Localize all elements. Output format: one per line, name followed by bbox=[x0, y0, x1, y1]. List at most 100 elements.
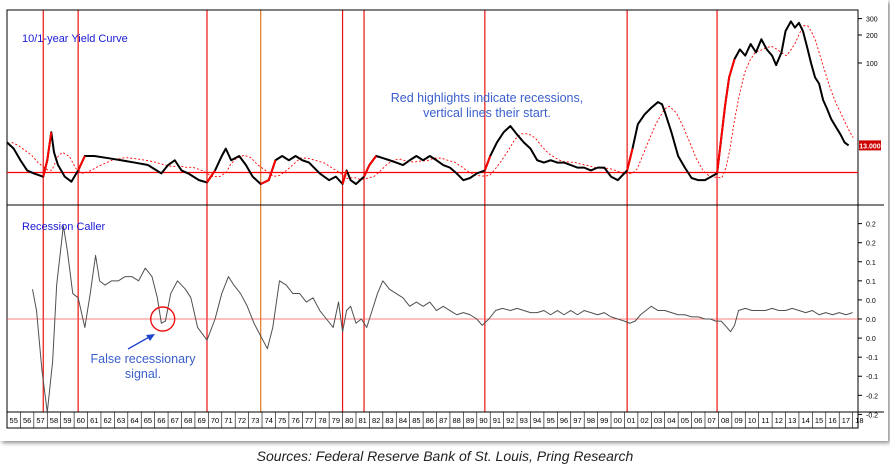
x-tick-label: 73 bbox=[251, 416, 259, 425]
x-tick-label: 06 bbox=[694, 416, 702, 425]
x-tick-label: 56 bbox=[23, 416, 31, 425]
y-tick-label: -0.2 bbox=[866, 393, 878, 400]
y-tick-label: -0.2 bbox=[866, 412, 878, 419]
x-tick-label: 82 bbox=[372, 416, 380, 425]
x-tick-label: 69 bbox=[197, 416, 205, 425]
x-tick-label: 12 bbox=[775, 416, 783, 425]
x-tick-label: 08 bbox=[721, 416, 729, 425]
recession-caller-panel-title: Recession Caller bbox=[22, 221, 106, 233]
x-tick-label: 92 bbox=[506, 416, 514, 425]
x-tick-label: 66 bbox=[157, 416, 165, 425]
recession-segment bbox=[77, 155, 86, 171]
false-signal-note: False recessionary signal. bbox=[90, 352, 196, 381]
x-tick-label: 17 bbox=[842, 416, 850, 425]
x-tick-label: 89 bbox=[466, 416, 474, 425]
false-signal-arrowhead bbox=[146, 334, 155, 341]
x-tick-label: 98 bbox=[587, 416, 595, 425]
yield-curve-line bbox=[6, 20, 850, 185]
x-tick-label: 16 bbox=[828, 416, 836, 425]
series-lines: 13.000 bbox=[6, 20, 881, 413]
yield-curve-panel-title: 10/1-year Yield Curve bbox=[22, 33, 128, 45]
x-tick-label: 94 bbox=[533, 416, 541, 425]
x-tick-label: 07 bbox=[708, 416, 716, 425]
x-tick-label: 59 bbox=[63, 416, 71, 425]
x-tick-label: 96 bbox=[560, 416, 568, 425]
x-tick-label: 86 bbox=[426, 416, 434, 425]
false-signal-circle bbox=[150, 306, 176, 332]
x-tick-label: 02 bbox=[640, 416, 648, 425]
x-tick-label: 09 bbox=[734, 416, 742, 425]
recession-segment bbox=[626, 148, 634, 171]
x-tick-label: 90 bbox=[479, 416, 487, 425]
y-tick-label: 100 bbox=[866, 61, 878, 68]
x-tick-label: 80 bbox=[345, 416, 353, 425]
x-tick-label: 04 bbox=[667, 416, 675, 425]
y-tick-label: 0.1 bbox=[866, 260, 876, 267]
x-tick-label: 61 bbox=[90, 416, 98, 425]
x-tick-label: 83 bbox=[385, 416, 393, 425]
x-tick-label: 18 bbox=[855, 416, 863, 425]
recession-start-lines bbox=[42, 10, 718, 412]
x-tick-label: 15 bbox=[815, 416, 823, 425]
y-tick-label: 0.0 bbox=[866, 317, 876, 324]
axes bbox=[6, 9, 884, 429]
y-tick-label: -0.1 bbox=[866, 374, 878, 381]
x-tick-label: 75 bbox=[278, 416, 286, 425]
y-tick-label: 0.2 bbox=[866, 241, 876, 248]
x-tick-label: 64 bbox=[130, 416, 138, 425]
x-tick-label: 55 bbox=[10, 416, 18, 425]
y-tick-label: -0.1 bbox=[866, 355, 878, 362]
x-tick-label: 65 bbox=[144, 416, 152, 425]
x-tick-label: 84 bbox=[399, 416, 407, 425]
recession-segment bbox=[341, 170, 348, 185]
x-tick-label: 99 bbox=[600, 416, 608, 425]
x-tick-label: 13 bbox=[788, 416, 796, 425]
x-tick-label: 01 bbox=[627, 416, 635, 425]
y-tick-label: 0.2 bbox=[866, 222, 876, 229]
recession-segment bbox=[42, 132, 53, 177]
x-tick-label: 78 bbox=[318, 416, 326, 425]
recession-segment bbox=[206, 169, 216, 183]
x-tick-label: 81 bbox=[359, 416, 367, 425]
x-tick-label: 11 bbox=[761, 416, 769, 425]
recession-caller-line bbox=[32, 225, 853, 413]
x-tick-label: 63 bbox=[117, 416, 125, 425]
x-tick-label: 76 bbox=[291, 416, 299, 425]
x-tick-label: 10 bbox=[748, 416, 756, 425]
x-tick-label: 58 bbox=[50, 416, 58, 425]
x-tick-label: 72 bbox=[238, 416, 246, 425]
x-tick-label: 60 bbox=[77, 416, 85, 425]
y-tick-label: 0.1 bbox=[866, 279, 876, 286]
x-tick-label: 91 bbox=[493, 416, 501, 425]
x-tick-label: 68 bbox=[184, 416, 192, 425]
annotation-marks bbox=[127, 306, 176, 350]
x-tick-label: 67 bbox=[171, 416, 179, 425]
recession-segment bbox=[716, 58, 736, 174]
recession-highlight-note: Red highlights indicate recessions, vert… bbox=[390, 91, 584, 120]
y-axis-ticks: 300 200 100 0.2 0.2 0.1 0.1 0.0 0.0 0.0 -0.1 -0.1 -0… bbox=[858, 17, 878, 419]
recession-segment bbox=[260, 159, 277, 185]
recession-segment bbox=[483, 155, 492, 171]
x-tick-label: 74 bbox=[265, 416, 273, 425]
x-tick-label: 05 bbox=[681, 416, 689, 425]
x-tick-label: 62 bbox=[103, 416, 111, 425]
x-tick-label: 79 bbox=[332, 416, 340, 425]
x-tick-label: 14 bbox=[801, 416, 809, 425]
last-value-label: 13.000 bbox=[859, 143, 881, 150]
x-tick-label: 70 bbox=[211, 416, 219, 425]
y-tick-label: 0.0 bbox=[866, 298, 876, 305]
x-axis-ticks: 55 56 57 58 59 60 61 62 63 64 65 66 67 68 69 70 71 72 73 74… bbox=[6, 412, 864, 428]
x-tick-label: 95 bbox=[546, 416, 554, 425]
source-caption: Sources: Federal Reserve Bank of St. Lou… bbox=[256, 448, 634, 464]
x-tick-label: 88 bbox=[452, 416, 460, 425]
x-tick-label: 00 bbox=[614, 416, 622, 425]
chart-frame bbox=[0, 0, 888, 441]
last-value-box bbox=[859, 140, 881, 151]
x-tick-label: 03 bbox=[654, 416, 662, 425]
y-tick-label: 0.0 bbox=[866, 336, 876, 343]
x-tick-label: 85 bbox=[412, 416, 420, 425]
y-tick-label: 300 bbox=[866, 17, 878, 24]
recession-segment bbox=[363, 155, 377, 178]
x-tick-label: 87 bbox=[439, 416, 447, 425]
